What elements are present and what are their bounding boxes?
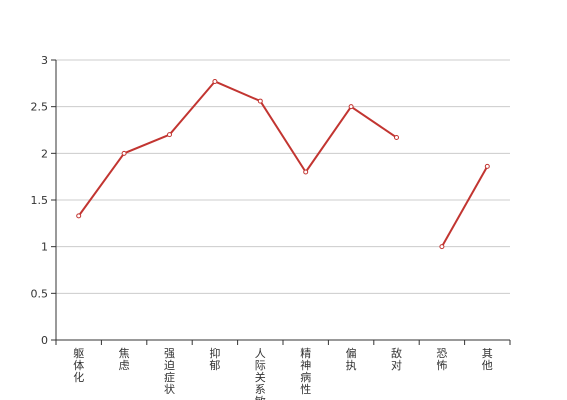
x-tick-label: 抑郁 [209,346,220,372]
series-line [77,80,489,248]
x-tick-label: 恐怖 [436,347,447,372]
x-tick-label: 焦虑 [119,347,130,372]
data-point[interactable] [348,104,354,110]
x-tick-label: 敌对 [391,346,402,372]
y-tick-label: 2.5 [31,101,49,114]
data-point[interactable] [303,169,309,175]
y-tick-labels: 0 0.5 1 1.5 2 2.5 3 [31,54,49,347]
series-line-segment [77,80,398,217]
y-tick-label: 0 [41,334,48,347]
y-tick-label: 1.5 [31,194,49,207]
y-tick-label: 2 [41,147,48,160]
data-point[interactable] [484,163,490,169]
y-tick-label: 1 [41,241,48,254]
data-point[interactable] [76,213,82,219]
y-tick-label: 3 [41,54,48,67]
data-point[interactable] [167,132,172,138]
data-point[interactable] [121,150,127,156]
x-tick-label: 偏执 [346,346,357,372]
data-point[interactable] [439,244,445,250]
data-point[interactable] [394,134,399,140]
x-tick-labels: 躯体化 焦虑 强迫症状 抑郁 人际关系敏感 精神病性 偏执 敌对 恐怖 其他 [73,346,493,400]
x-tick-label: 强迫症状 [164,347,175,396]
gridlines [56,59,510,294]
data-point[interactable] [212,78,218,84]
y-tick-label: 0.5 [31,287,49,300]
x-tick-label: 人际关系敏感 [255,347,266,400]
x-tick-label: 精神病性 [300,347,311,396]
x-tick-label: 其他 [482,347,493,372]
data-point[interactable] [257,98,263,104]
axes [51,59,511,345]
x-tick-label: 躯体化 [73,347,84,384]
data-points [76,78,490,250]
series-line-segment [441,165,489,248]
